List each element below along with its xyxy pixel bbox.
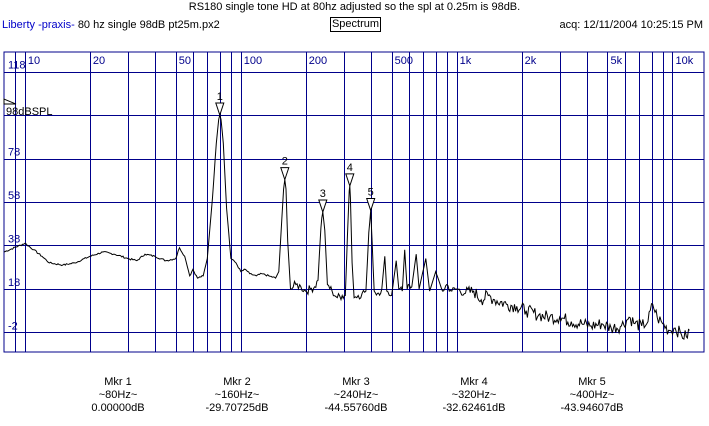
marker-3-triangle[interactable] (318, 199, 328, 214)
spectrum-view-button[interactable]: Spectrum (330, 17, 381, 32)
marker-3-label: 3 (320, 188, 326, 200)
chart-title: RS180 single tone HD at 80hz adjusted so… (188, 1, 521, 13)
x-tick-label: 200 (309, 55, 327, 67)
marker-readout-5: Mkr 5 ~400Hz~ -43.94607dB (537, 376, 647, 415)
marker-readout-label: Mkr 5 (578, 376, 606, 388)
x-tick-label: 10 (28, 55, 40, 67)
x-tick-label: 5k (610, 55, 622, 67)
x-tick-label: 1k (460, 55, 472, 67)
file-info: Liberty -praxis- 80 hz single 98dB pt25m… (2, 19, 220, 31)
app-name: Liberty -praxis- (2, 19, 75, 31)
marker-readout-label: Mkr 2 (223, 376, 251, 388)
x-tick-label: 20 (93, 55, 105, 67)
reference-level-arrow (3, 98, 17, 105)
file-name: 80 hz single 98dB pt25m.px2 (77, 19, 220, 31)
marker-2-label: 2 (282, 156, 288, 168)
x-tick-label: 50 (179, 55, 191, 67)
marker-readout-level: -29.70725dB (205, 402, 269, 414)
y-tick-label: 78 (8, 147, 20, 159)
marker-readout-freq: ~400Hz~ (569, 389, 615, 401)
y-tick-label: 18 (8, 277, 20, 289)
marker-readout-label: Mkr 4 (460, 376, 488, 388)
marker-1-triangle[interactable] (215, 102, 225, 117)
marker-4-label: 4 (347, 162, 353, 174)
marker-readout-2: Mkr 2 ~160Hz~ -29.70725dB (182, 376, 292, 415)
marker-readout-freq: ~160Hz~ (214, 389, 260, 401)
y-tick-label: 58 (8, 190, 20, 202)
marker-1-label: 1 (217, 91, 223, 103)
trace (3, 113, 690, 340)
marker-4-triangle[interactable] (345, 173, 355, 188)
marker-readout-level: -32.62461dB (442, 402, 506, 414)
acquisition-timestamp: acq: 12/11/2004 10:25:15 PM (559, 19, 703, 31)
y-tick-label: -2 (8, 320, 18, 332)
marker-readout-level: 0.00000dB (91, 402, 145, 414)
marker-5-label: 5 (368, 186, 374, 198)
spectrum-trace (3, 113, 690, 340)
marker-5-triangle[interactable] (366, 198, 376, 213)
marker-readout-level: -44.55760dB (324, 402, 388, 414)
axis-labels: 10 20 50 100 200 500 1k 2k 5k 10k 118 78 58 38 18 -2 98d… (3, 55, 694, 332)
x-tick-label: 2k (525, 55, 537, 67)
marker-2-triangle[interactable] (280, 167, 290, 182)
marker-readout-level: -43.94607dB (560, 402, 624, 414)
reference-level-label: 98dBSPL (6, 106, 52, 118)
x-tick-label: 500 (395, 55, 413, 67)
marker-readout-1: Mkr 1 ~80Hz~ 0.00000dB (63, 376, 173, 415)
x-tick-label: 100 (244, 55, 262, 67)
y-tick-label: 38 (8, 233, 20, 245)
marker-readout-label: Mkr 1 (104, 376, 132, 388)
grid (3, 51, 705, 353)
marker-readout-freq: ~320Hz~ (451, 389, 497, 401)
marker-readout-4: Mkr 4 ~320Hz~ -32.62461dB (419, 376, 529, 415)
x-tick-label: 10k (675, 55, 693, 67)
marker-readout-3: Mkr 3 ~240Hz~ -44.55760dB (301, 376, 411, 415)
marker-readout-label: Mkr 3 (342, 376, 370, 388)
y-tick-label: 118 (8, 60, 26, 72)
markers: 1 2 3 4 5 (215, 91, 376, 214)
marker-readout-freq: ~80Hz~ (98, 389, 138, 401)
marker-readout-freq: ~240Hz~ (333, 389, 379, 401)
